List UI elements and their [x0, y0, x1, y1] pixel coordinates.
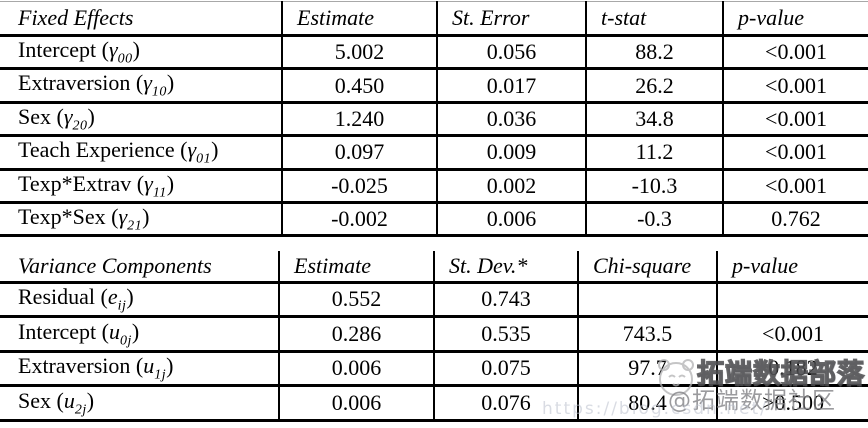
value-cell: 0.075	[433, 351, 578, 387]
value-cell: 26.2	[585, 68, 723, 104]
value-cell: 0.182	[716, 351, 868, 387]
column-header-estimate: Estimate	[278, 251, 434, 284]
row-label: Texp*Extrav (γ11)	[0, 169, 282, 204]
value-cell: 0.076	[433, 385, 578, 422]
value-cell: 97.7	[577, 351, 717, 387]
math-subscript: 0j	[120, 332, 132, 348]
column-header-title: Variance Components	[0, 251, 279, 284]
value-cell: -10.3	[585, 169, 723, 204]
value-cell: 0.006	[278, 351, 434, 387]
table-row: Extraversion (γ10) 0.450 0.017 26.2 <0.001	[0, 68, 868, 104]
value-cell: 0.286	[278, 316, 434, 353]
variance-components-table: Variance Components Estimate St. Dev.* Chi-…	[0, 251, 868, 422]
row-label: Sex (u2j)	[0, 385, 279, 422]
math-symbol: u	[109, 318, 120, 344]
value-cell: 34.8	[585, 102, 723, 138]
math-subscript: 20	[72, 118, 88, 134]
value-cell: >0.500	[716, 385, 868, 422]
value-cell: <0.001	[722, 68, 868, 104]
row-label: Extraversion (u1j)	[0, 351, 279, 387]
value-cell: -0.002	[281, 202, 437, 238]
column-header-st-error: St. Error	[436, 1, 586, 37]
value-cell: 0.762	[722, 202, 868, 238]
value-cell	[577, 282, 717, 318]
row-label: Intercept (γ00)	[0, 35, 282, 71]
math-subscript: 10	[151, 84, 167, 100]
math-subscript: 2j	[74, 401, 87, 417]
math-symbol: γ	[143, 70, 152, 96]
math-subscript: 1j	[154, 367, 167, 383]
value-cell: 88.2	[585, 35, 723, 71]
math-symbol: u	[143, 353, 155, 379]
table-row: Extraversion (u1j) 0.006 0.075 97.7 0.182	[0, 351, 868, 387]
column-header-p-value: p-value	[722, 1, 868, 37]
math-subscript: 00	[117, 51, 133, 67]
column-header-p-value: p-value	[716, 251, 868, 284]
value-cell: 0.009	[436, 135, 586, 171]
value-cell: 5.002	[281, 35, 437, 71]
value-cell: 1.240	[281, 102, 437, 138]
math-symbol: γ	[118, 203, 128, 229]
table-row: Texp*Sex (γ21) -0.002 0.006 -0.3 0.762	[0, 202, 868, 238]
fixed-effects-header-row: Fixed Effects Estimate St. Error t-stat p-va…	[0, 1, 868, 37]
row-label: Residual (eij)	[0, 282, 279, 318]
table-row: Sex (γ20) 1.240 0.036 34.8 <0.001	[0, 102, 868, 138]
math-subscript: 21	[127, 218, 143, 234]
value-cell: <0.001	[722, 102, 868, 138]
value-cell: <0.001	[722, 169, 868, 204]
math-symbol: γ	[109, 37, 118, 62]
fixed-effects-table: Fixed Effects Estimate St. Error t-stat p-va…	[0, 1, 868, 238]
row-label: Sex (γ20)	[0, 102, 282, 138]
math-symbol: e	[107, 284, 118, 310]
value-cell: 0.056	[436, 35, 586, 71]
math-symbol: γ	[187, 137, 197, 163]
value-cell: 0.097	[281, 135, 437, 171]
value-cell: 743.5	[577, 316, 717, 353]
value-cell: 0.743	[433, 282, 578, 318]
value-cell: 0.535	[433, 316, 578, 353]
column-header-title: Fixed Effects	[0, 1, 282, 37]
column-header-t-stat: t-stat	[585, 1, 723, 37]
value-cell: 0.002	[436, 169, 586, 204]
table-row: Teach Experience (γ01) 0.097 0.009 11.2 <0.0…	[0, 135, 868, 171]
table-row: Sex (u2j) 0.006 0.076 80.4 >0.500	[0, 385, 868, 422]
value-cell: 0.006	[436, 202, 586, 238]
value-cell: <0.001	[722, 35, 868, 71]
math-symbol: γ	[144, 170, 153, 196]
row-label: Intercept (u0j)	[0, 316, 279, 353]
variance-components-header-row: Variance Components Estimate St. Dev.* Chi-…	[0, 251, 868, 284]
value-cell: 80.4	[577, 385, 717, 422]
math-subscript: ij	[117, 298, 127, 314]
value-cell: 0.036	[436, 102, 586, 138]
math-symbol: u	[63, 387, 75, 413]
table-row: Intercept (u0j) 0.286 0.535 743.5 <0.001	[0, 316, 868, 353]
column-header-estimate: Estimate	[281, 1, 437, 37]
math-symbol: γ	[63, 103, 73, 129]
value-cell: 0.552	[278, 282, 434, 318]
row-label: Teach Experience (γ01)	[0, 135, 282, 171]
value-cell: 0.450	[281, 68, 437, 104]
math-subscript: 01	[196, 151, 212, 167]
row-label: Extraversion (γ10)	[0, 68, 282, 104]
value-cell: <0.001	[716, 316, 868, 353]
value-cell: 0.017	[436, 68, 586, 104]
table-row: Residual (eij) 0.552 0.743	[0, 282, 868, 318]
table-row: Intercept (γ00) 5.002 0.056 88.2 <0.001	[0, 35, 868, 71]
table-row: Texp*Extrav (γ11) -0.025 0.002 -10.3 <0.001	[0, 169, 868, 204]
math-subscript: 11	[152, 184, 167, 200]
column-header-chi-square: Chi-square	[577, 251, 717, 284]
value-cell	[716, 282, 868, 318]
row-label: Texp*Sex (γ21)	[0, 202, 282, 238]
column-header-st-dev-: St. Dev.*	[433, 251, 578, 284]
value-cell: 11.2	[585, 135, 723, 171]
value-cell: -0.3	[585, 202, 723, 238]
value-cell: -0.025	[281, 169, 437, 204]
value-cell: <0.001	[722, 135, 868, 171]
value-cell: 0.006	[278, 385, 434, 422]
